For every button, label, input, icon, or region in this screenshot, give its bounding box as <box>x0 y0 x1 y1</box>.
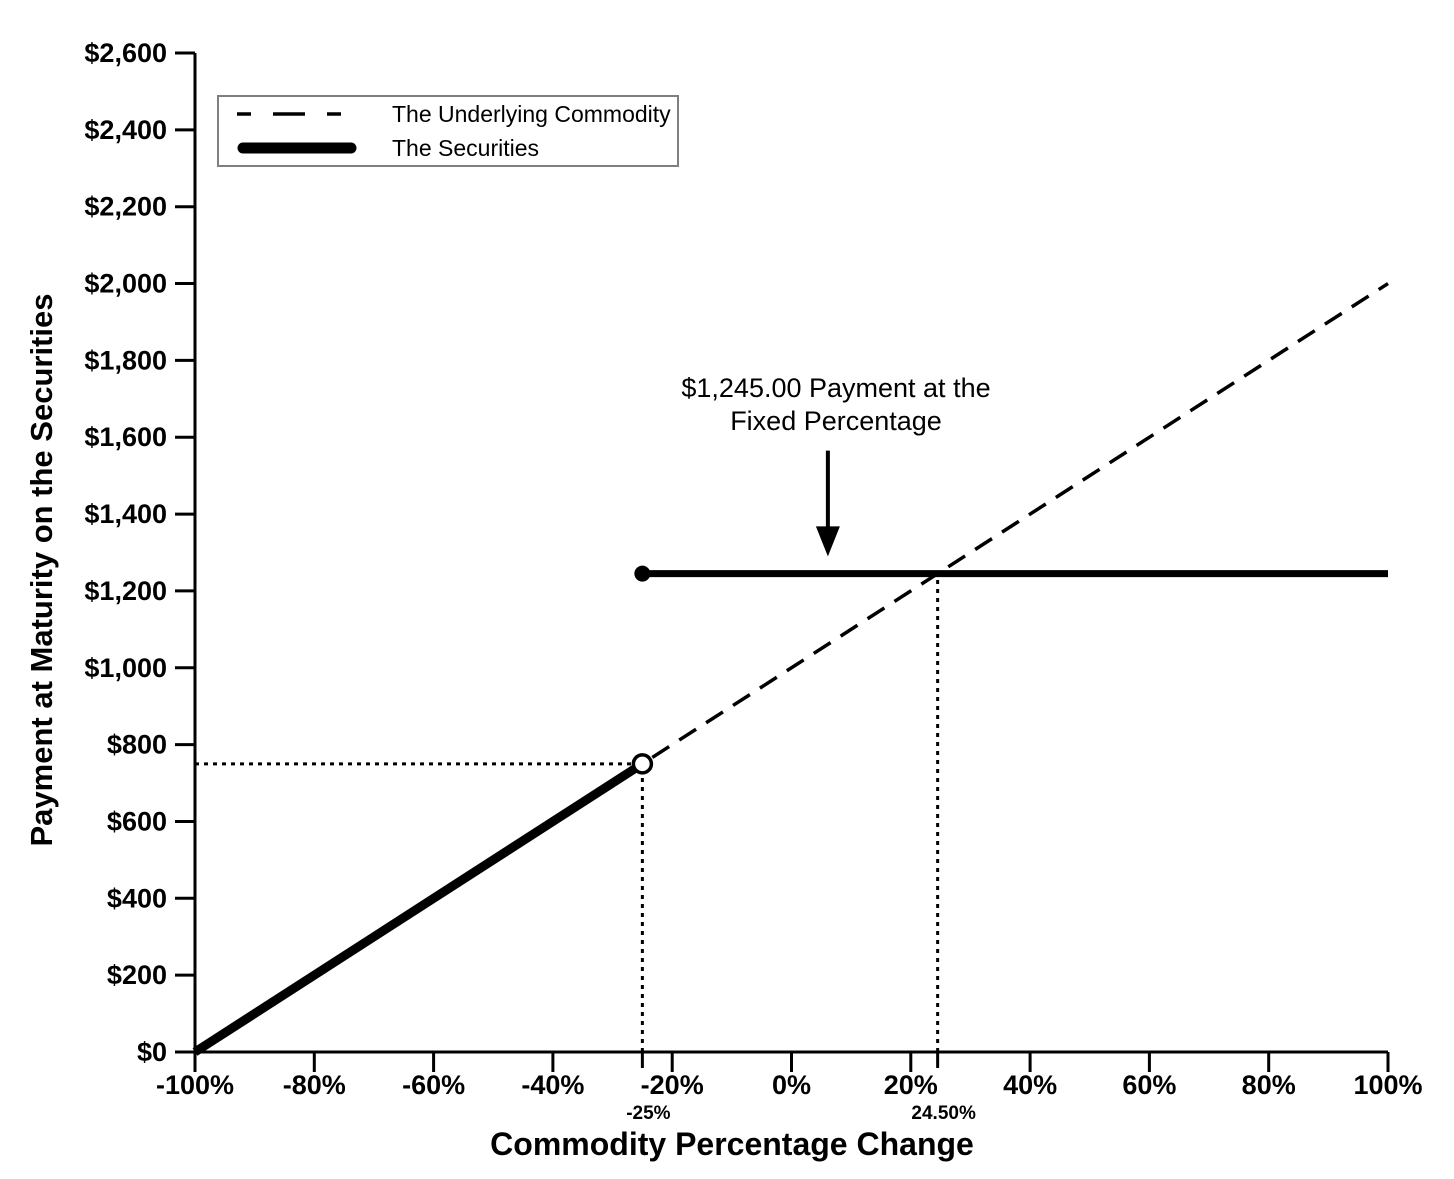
y-axis-title: Payment at Maturity on the Securities <box>24 293 59 847</box>
annotation-line-2: Fixed Percentage <box>730 406 942 436</box>
x-tick-label: -60% <box>402 1070 465 1100</box>
x-tick-label: 0% <box>772 1070 811 1100</box>
x-tick-label: 40% <box>1003 1070 1057 1100</box>
securities-line-segment-0 <box>192 760 645 1056</box>
filled-circle-marker <box>634 565 651 582</box>
x-tick-label: -20% <box>641 1070 704 1100</box>
annotation-line-1: $1,245.00 Payment at the <box>681 373 991 403</box>
y-tick-label: $0 <box>137 1037 167 1067</box>
x-tick-label: 60% <box>1122 1070 1176 1100</box>
y-tick-label: $2,600 <box>84 38 167 68</box>
x-tick-label: 20% <box>884 1070 938 1100</box>
y-tick-label: $200 <box>107 960 167 990</box>
legend-item-securities: The Securities <box>219 133 677 163</box>
y-tick-label: $400 <box>107 883 167 913</box>
y-tick-label: $1,200 <box>84 576 167 606</box>
legend: The Underlying Commodity The Securities <box>217 95 679 167</box>
solid-line-sample-icon <box>237 142 357 154</box>
x-tick-label: 100% <box>1353 1070 1422 1100</box>
special-x-tick-label: 24.50% <box>911 1103 976 1124</box>
y-tick-label: $1,800 <box>84 345 167 375</box>
legend-item-underlying-commodity: The Underlying Commodity <box>219 99 677 129</box>
y-tick-label: $600 <box>107 806 167 836</box>
dashed-line-sample-icon <box>237 112 357 116</box>
x-axis-title: Commodity Percentage Change <box>490 1126 974 1162</box>
y-tick-label: $2,200 <box>84 192 167 222</box>
y-tick-label: $800 <box>107 730 167 760</box>
x-tick-label: 80% <box>1242 1070 1296 1100</box>
special-x-tick-label: -25% <box>626 1103 670 1124</box>
fixed-payment-annotation: $1,245.00 Payment at the Fixed Percentag… <box>586 372 1086 438</box>
legend-label-securities: The Securities <box>392 134 540 161</box>
legend-label-underlying-commodity: The Underlying Commodity <box>392 100 671 127</box>
y-tick-label: $2,000 <box>84 269 167 299</box>
y-tick-label: $2,400 <box>84 115 167 145</box>
y-tick-label: $1,600 <box>84 422 167 452</box>
x-tick-label: -100% <box>156 1070 234 1100</box>
x-tick-label: -40% <box>521 1070 584 1100</box>
x-tick-label: -80% <box>283 1070 346 1100</box>
y-tick-label: $1,400 <box>84 499 167 529</box>
open-circle-marker <box>631 753 654 775</box>
y-tick-label: $1,000 <box>84 653 167 683</box>
annotation-arrow-head-icon <box>815 526 840 557</box>
